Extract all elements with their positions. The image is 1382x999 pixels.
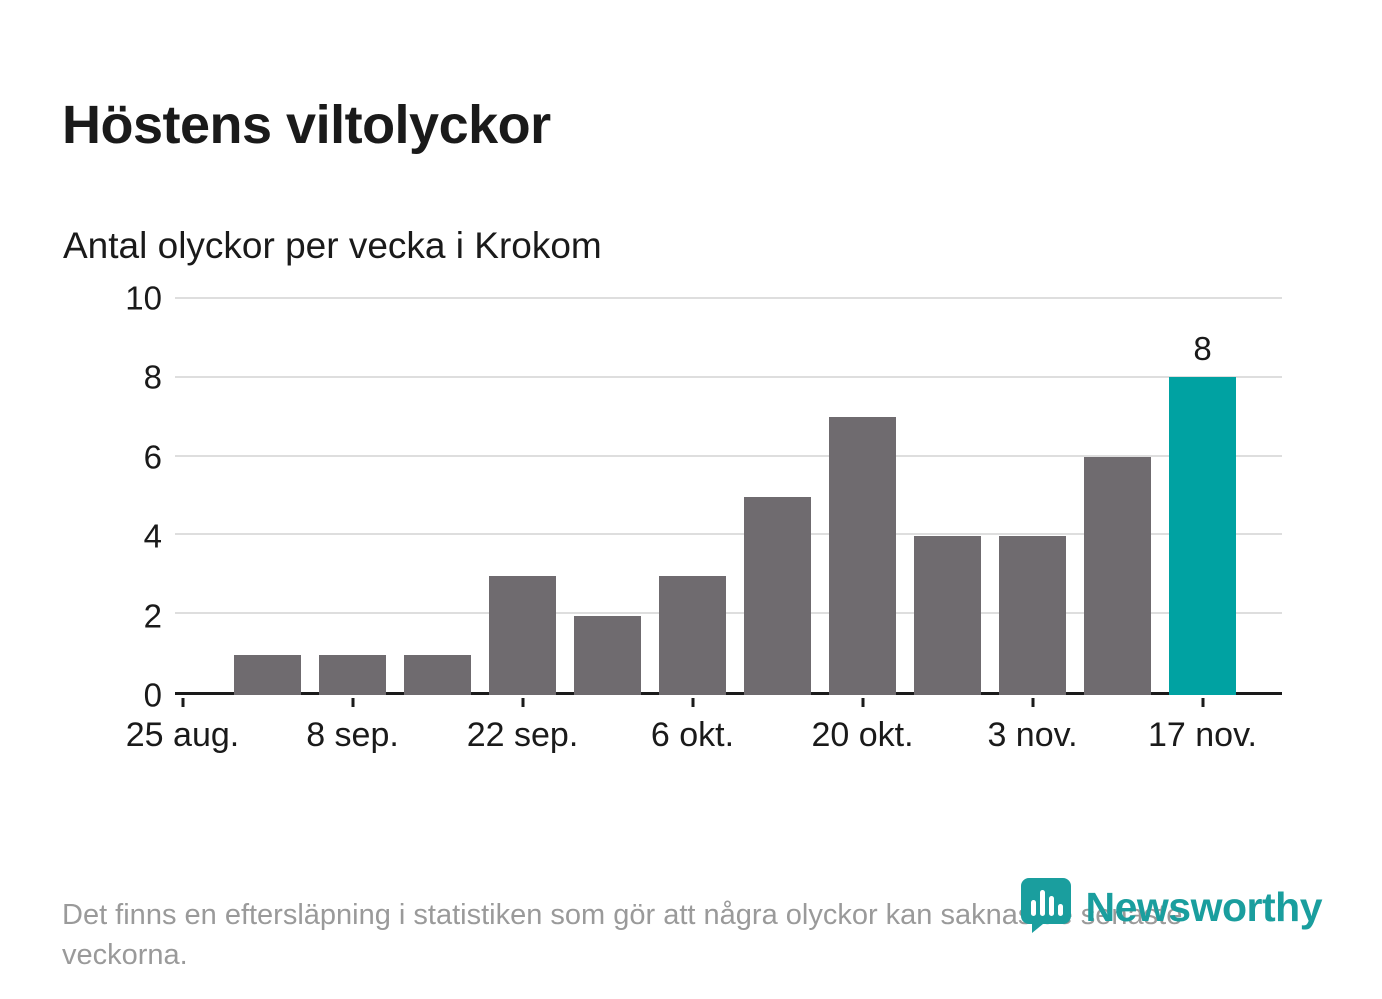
x-axis-ticks: [140, 695, 1245, 709]
x-tick-label: 3 nov.: [987, 716, 1078, 754]
gridline: [175, 612, 1282, 615]
gridline: [175, 533, 1282, 536]
newsworthy-logo: Newsworthy: [1019, 876, 1323, 939]
page-title: Höstens viltolyckor: [62, 95, 551, 156]
bar-value-label: 8: [1193, 330, 1212, 368]
bar: [1083, 456, 1152, 695]
x-tick-label: 22 sep.: [466, 716, 579, 754]
x-tick-label: 6 okt.: [650, 716, 735, 754]
y-tick-label: 0: [143, 676, 162, 714]
bar: [828, 417, 897, 695]
x-tick-mark: [521, 698, 524, 707]
y-tick-label: 2: [143, 597, 162, 635]
bar: [658, 575, 727, 695]
x-tick-mark: [1031, 698, 1034, 707]
x-tick-label: 20 okt.: [811, 716, 914, 754]
gridline: [175, 454, 1282, 457]
y-axis-labels: 0 2 4 6 8 10: [50, 282, 162, 712]
bar: [488, 575, 557, 695]
bar: [573, 615, 642, 695]
x-tick-mark: [181, 698, 184, 707]
x-axis-labels: 25 aug. 8 sep. 22 sep. 6 okt. 20 okt. 3 nov. 1…: [126, 716, 1257, 764]
bar-highlight: [1168, 377, 1237, 695]
bar: [743, 496, 812, 695]
gridline: [175, 297, 1282, 299]
y-tick-label: 8: [143, 358, 162, 396]
bar: [233, 655, 302, 695]
bar: [318, 655, 387, 695]
y-tick-label: 10: [125, 279, 162, 317]
plot-area: [175, 297, 1282, 695]
bar: [403, 655, 472, 695]
footnote: Det finns en eftersläpning i statistiken…: [62, 899, 1183, 972]
bar: [998, 536, 1067, 695]
x-tick-mark: [351, 698, 354, 707]
x-tick-label: 25 aug.: [125, 716, 240, 754]
y-tick-label: 4: [143, 517, 162, 555]
chart-subtitle: Antal olyckor per vecka i Krokom: [63, 224, 602, 266]
bars-layer: 8: [140, 298, 1245, 695]
x-tick-mark: [691, 698, 694, 707]
x-tick-label: 17 nov.: [1147, 716, 1258, 754]
gridline: [175, 375, 1282, 378]
newsworthy-pin-chart-icon: [1019, 876, 1073, 939]
x-tick-label: 8 sep.: [306, 716, 399, 754]
x-tick-mark: [1201, 698, 1204, 707]
y-tick-label: 6: [143, 438, 162, 476]
x-tick-mark: [861, 698, 864, 707]
newsworthy-logo-text: Newsworthy: [1085, 884, 1323, 930]
bar: [913, 536, 982, 695]
